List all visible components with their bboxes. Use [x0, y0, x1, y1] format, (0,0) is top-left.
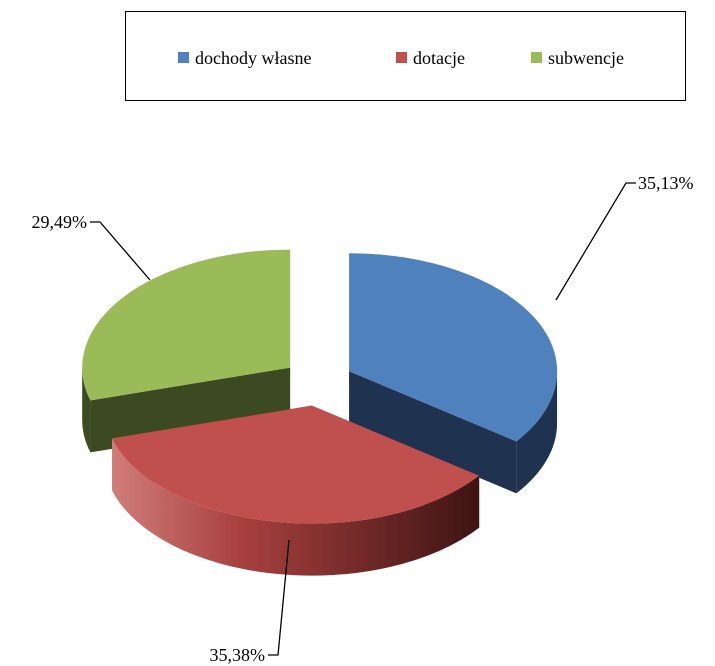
slice-label-subwencje: 29,49%	[32, 212, 88, 232]
pie-slice-dochody-wlasne	[349, 253, 558, 442]
pie-slice-subwencje	[82, 249, 291, 401]
slice-side-dotacje	[112, 438, 480, 576]
leader-line-subwencje	[90, 221, 151, 281]
legend-item-subwencje: subwencje	[531, 48, 624, 68]
legend-item-dotacje: dotacje	[396, 48, 465, 68]
slice-side-dochody-wlasne	[516, 371, 558, 494]
slice-label-group-0: 35,13%	[555, 173, 694, 301]
pie-slice-dotacje	[112, 405, 480, 524]
leader-line-dotacje	[268, 539, 290, 656]
legend-label-dotacje: dotacje	[413, 48, 465, 68]
slice-wall-subwencje-0	[90, 367, 291, 453]
legend-swatch-dochody-wlasne	[178, 52, 189, 63]
slice-label-dochody-wlasne: 35,13%	[638, 173, 694, 193]
slice-label-group-1: 35,38%	[210, 539, 290, 665]
chart-legend: dochody własne dotacje subwencje	[125, 11, 686, 101]
legend-item-dochody-wlasne: dochody własne	[178, 48, 311, 68]
legend-swatch-dotacje	[396, 52, 407, 63]
slice-label-group-2: 29,49%	[32, 212, 151, 281]
slice-wall-dochody-wlasne-1	[349, 371, 517, 494]
leader-line-dochody-wlasne	[555, 182, 636, 301]
legend-swatch-subwencje	[531, 52, 542, 63]
legend-label-subwencje: subwencje	[548, 48, 624, 68]
slice-label-dotacje: 35,38%	[210, 645, 266, 665]
legend-label-dochody-wlasne: dochody własne	[195, 48, 312, 68]
slice-side-subwencje	[82, 367, 91, 453]
